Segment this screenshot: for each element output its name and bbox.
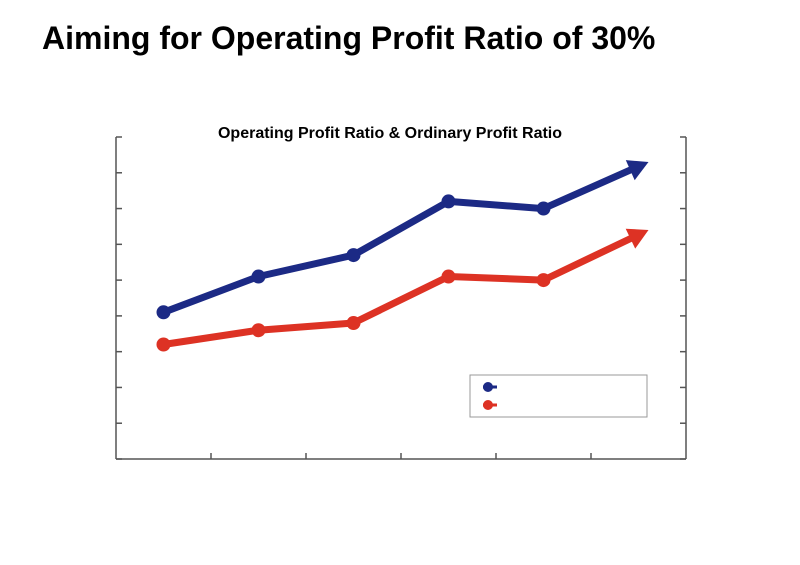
data-point-2-5 xyxy=(536,273,551,288)
data-point-1-5 xyxy=(536,201,551,216)
x-ticks xyxy=(210,453,592,459)
legend-marker-1 xyxy=(483,382,493,392)
series-2 xyxy=(156,228,649,352)
data-point-1-2 xyxy=(251,269,266,284)
data-point-1-3 xyxy=(346,248,361,263)
series-layer xyxy=(156,160,649,352)
data-point-2-4 xyxy=(441,269,456,284)
y-ticks xyxy=(116,136,686,460)
data-point-2-2 xyxy=(251,323,266,338)
data-point-2-1 xyxy=(156,337,171,352)
data-point-1-1 xyxy=(156,305,171,320)
page-title: Aiming for Operating Profit Ratio of 30% xyxy=(42,20,656,56)
series-arrowhead-2 xyxy=(625,228,649,249)
series-1 xyxy=(156,160,649,320)
legend-marker-2 xyxy=(483,400,493,410)
series-line-2 xyxy=(160,235,634,348)
legend xyxy=(469,374,648,418)
series-arrowhead-1 xyxy=(625,160,649,181)
chart-title: Operating Profit Ratio & Ordinary Profit… xyxy=(218,125,562,142)
series-line-1 xyxy=(160,166,634,316)
data-point-1-4 xyxy=(441,194,456,209)
legend-box xyxy=(469,374,648,418)
data-point-2-3 xyxy=(346,316,361,331)
legend-items xyxy=(483,382,497,410)
